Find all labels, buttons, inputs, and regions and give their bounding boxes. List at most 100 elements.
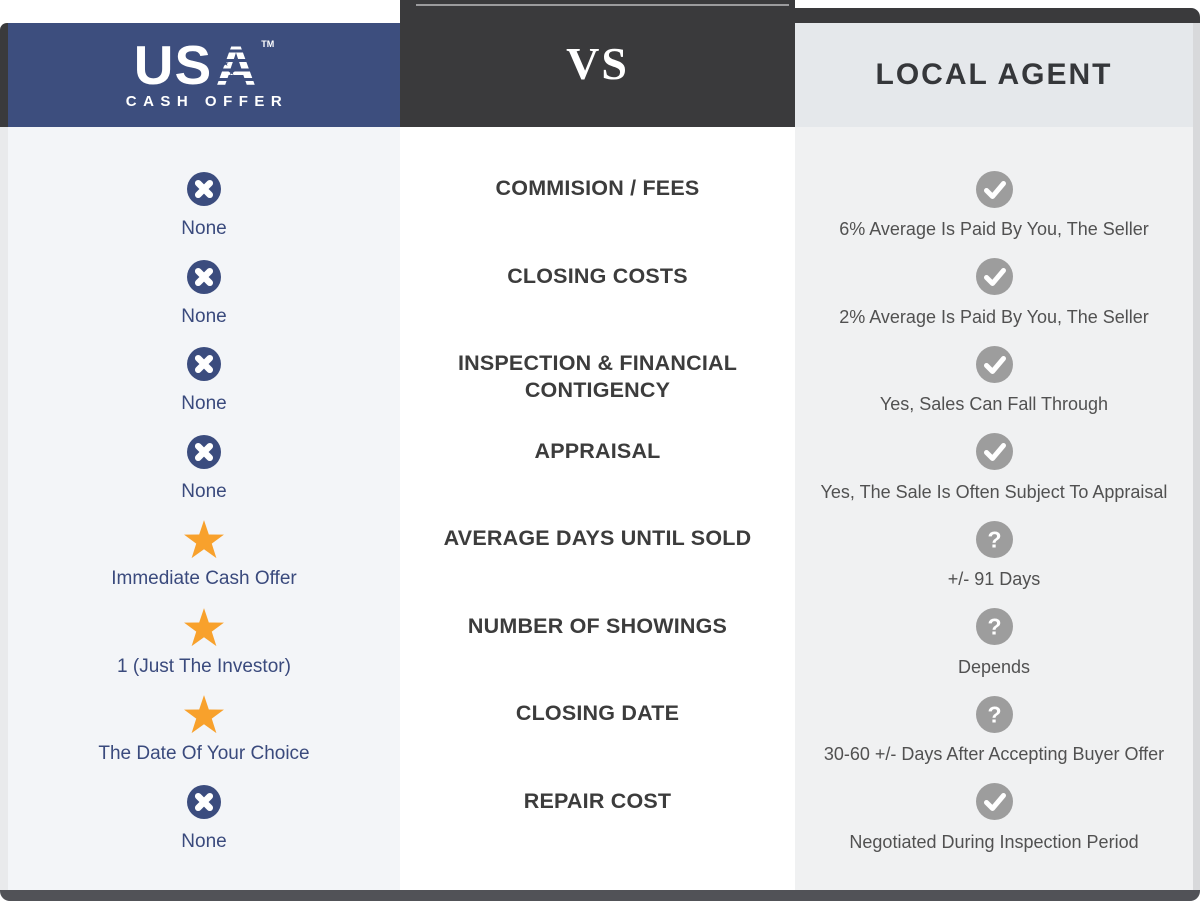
feature-label: APPRAISAL [534,438,661,463]
usa-cash-offer-header: US A ★ ★ TM CASH OFFER [8,23,400,127]
card-right-edge [1193,23,1200,890]
versus-header: VS [400,0,795,127]
check-circle-icon [975,783,1013,820]
feature-label: CLOSING DATE [515,701,680,725]
star-icon [184,520,224,559]
agent-icon-slot: ? [975,608,1013,646]
agent-value-label: 2% Average Is Paid By You, The Seller [839,306,1149,327]
usa-icon-slot [187,433,221,471]
feature-cell: INSPECTION & FINANCIAL CONTIGENCY [400,345,795,433]
agent-cell: 6% Average Is Paid By You, The Seller [795,170,1193,258]
agent-column-body [795,127,1193,890]
feature-label: CLOSING COSTS [507,263,688,288]
agent-value-label: 6% Average Is Paid By You, The Seller [839,219,1149,239]
agent-cell: Yes, The Sale Is Often Subject To Apprai… [795,433,1193,521]
usa-cell: The Date Of Your Choice [8,695,400,783]
question-circle-icon: ? [975,608,1013,645]
agent-value-label: Depends [957,656,1031,677]
agent-cell: Negotiated During Inspection Period [795,783,1193,871]
comparison-rows: None COMMISION / FEES 6% Average Is Paid… [8,170,1193,870]
feature-cell: REPAIR COST [400,783,795,871]
agent-value-label: Negotiated During Inspection Period [849,831,1139,852]
feature-cell: CLOSING DATE [400,695,795,783]
card-left-edge-light [0,127,8,890]
question-circle-icon: ? [975,520,1013,558]
local-agent-title: LOCAL AGENT [875,58,1113,91]
card-bottom-edge [0,890,1200,901]
svg-text:?: ? [987,614,1001,640]
x-circle-icon [187,172,221,206]
x-circle-icon [187,784,221,819]
svg-text:?: ? [987,526,1001,552]
x-circle-icon [187,259,221,294]
usa-cell: None [8,345,400,433]
x-circle-icon [187,434,221,469]
feature-cell: COMMISION / FEES [400,170,795,258]
svg-text:★: ★ [228,68,235,77]
check-circle-icon [975,258,1013,295]
agent-value-label: Yes, The Sale Is Often Subject To Apprai… [820,481,1168,502]
features-column-body [400,127,790,890]
usa-cell: Immediate Cash Offer [8,520,400,608]
usa-value-label: 1 (Just The Investor) [117,655,291,677]
question-circle-icon: ? [975,695,1013,733]
feature-cell: CLOSING COSTS [400,258,795,346]
agent-cell: 2% Average Is Paid By You, The Seller [795,258,1193,346]
agent-icon-slot: ? [975,520,1013,558]
agent-value-label: Yes, Sales Can Fall Through [879,394,1109,414]
usa-cash-offer-logo: US A ★ ★ TM CASH OFFER [120,33,289,110]
usa-icon-slot [183,520,225,559]
agent-icon-slot [975,345,1013,383]
feature-label: REPAIR COST [523,788,672,813]
check-circle-icon [975,433,1013,470]
agent-icon-slot [975,170,1013,208]
usa-value-label: None [181,480,227,502]
agent-icon-slot [975,258,1013,296]
svg-text:?: ? [987,701,1001,727]
agent-cell: ? Depends [795,608,1193,696]
agent-icon-slot [975,783,1013,821]
logo-text-us: US [133,33,213,96]
svg-text:★: ★ [222,59,229,68]
x-circle-icon [187,347,221,381]
agent-icon-slot: ? [975,695,1013,733]
feature-cell: NUMBER OF SHOWINGS [400,608,795,696]
agent-cell: ? +/- 91 Days [795,520,1193,608]
feature-label: INSPECTION & FINANCIAL CONTIGENCY [457,351,738,402]
usa-value-label: None [181,393,227,414]
agent-icon-slot [975,433,1013,471]
agent-cell: ? 30-60 +/- Days After Accepting Buyer O… [795,695,1193,783]
usa-icon-slot [187,258,221,296]
feature-cell: AVERAGE DAYS UNTIL SOLD [400,520,795,608]
usa-cell: None [8,783,400,871]
usa-value-label: None [181,830,227,852]
flag-letter-a-icon: A ★ ★ [216,41,256,87]
usa-icon-slot [187,783,221,821]
feature-label: COMMISION / FEES [495,176,700,200]
agent-cell: Yes, Sales Can Fall Through [795,345,1193,433]
usa-cell: None [8,170,400,258]
versus-label: VS [566,38,629,89]
usa-cell: None [8,258,400,346]
feature-cell: APPRAISAL [400,433,795,521]
star-icon [184,695,224,734]
usa-value-label: None [181,305,227,327]
usa-value-label: None [181,218,227,239]
svg-text:A: A [216,41,256,87]
trademark-symbol: TM [261,38,275,49]
usa-cell: 1 (Just The Investor) [8,607,400,696]
usa-icon-slot [187,170,221,208]
agent-value-label: +/- 91 Days [947,569,1041,589]
feature-label: NUMBER OF SHOWINGS [467,613,728,638]
check-circle-icon [975,345,1013,383]
logo-tagline: CASH OFFER [125,92,289,110]
agent-value-label: 30-60 +/- Days After Accepting Buyer Off… [823,744,1165,764]
feature-label: AVERAGE DAYS UNTIL SOLD [443,526,752,550]
usa-cell: None [8,433,400,521]
local-agent-header: LOCAL AGENT [795,23,1193,127]
usa-icon-slot [183,607,225,646]
star-icon [184,607,224,646]
usa-value-label: The Date Of Your Choice [98,743,310,764]
check-circle-icon [975,170,1013,208]
